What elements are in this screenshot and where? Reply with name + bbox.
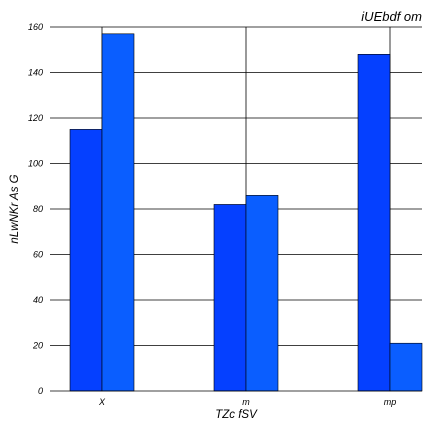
y-tick-label: 20 [32, 341, 43, 351]
chart-title: iUEbdf om [361, 9, 422, 24]
bar-mp-series-1 [357, 53, 391, 392]
y-tick-label: 120 [28, 113, 43, 123]
y-tick-label: 40 [33, 295, 43, 305]
x-tick-label: X [98, 397, 106, 407]
y-tick-label: 100 [28, 159, 43, 169]
y-tick-labels: 0 20 40 60 80 100 120 140 160 [28, 22, 43, 396]
bar-m-series-1 [213, 204, 247, 392]
bars [69, 33, 423, 392]
y-tick-label: 0 [38, 386, 43, 396]
x-tick-label: m [242, 397, 250, 407]
bar-X-series-2 [101, 33, 135, 392]
y-tick-label: 160 [28, 22, 43, 32]
y-tick-label: 80 [33, 204, 43, 214]
y-axis-label: nLwNKr As G [9, 174, 21, 243]
y-tick-label: 60 [33, 250, 43, 260]
x-tick-label: mp [384, 397, 397, 407]
x-axis-label: TZc fSV [215, 409, 258, 421]
bar-m-series-2 [245, 195, 279, 392]
bar-X-series-1 [69, 129, 103, 392]
y-tick-label: 140 [28, 68, 43, 78]
bar-mp-series-2 [389, 342, 423, 392]
